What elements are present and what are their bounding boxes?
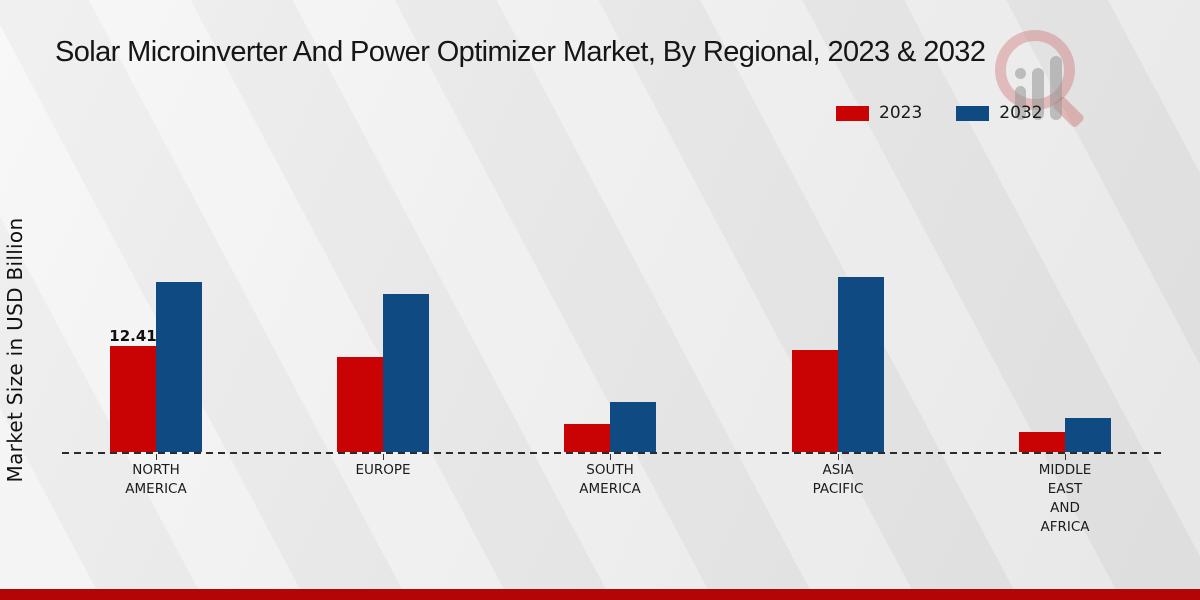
watermark-bar-icon	[1015, 86, 1026, 120]
bar-2032-middle-east-and-africa	[1065, 418, 1111, 452]
watermark-logo	[985, 26, 1105, 131]
bar-2032-europe	[383, 294, 429, 452]
x-axis-tick	[383, 454, 384, 460]
footer-strip	[0, 589, 1200, 600]
bar-2032-north-america	[156, 282, 202, 452]
watermark-bar-icon	[1032, 68, 1044, 120]
bar-2032-asia-pacific	[838, 277, 884, 452]
x-axis-tick	[610, 454, 611, 460]
category-label-europe: EUROPE	[355, 462, 411, 478]
bar-value-label: 12.41	[109, 327, 157, 345]
category-label-north-america: NORTH AMERICA	[125, 462, 187, 497]
bar-2032-south-america	[610, 402, 656, 452]
x-axis-tick	[838, 454, 839, 460]
category-label-middle-east-and-africa: MIDDLE EAST AND AFRICA	[1038, 462, 1092, 535]
y-axis-label: Market Size in USD Billion	[3, 217, 27, 483]
legend-label-2032: 2032	[999, 103, 1043, 123]
x-axis-tick	[1065, 454, 1066, 460]
category-label-south-america: SOUTH AMERICA	[579, 462, 641, 497]
watermark-dot-icon	[1015, 68, 1026, 79]
chart-title: Solar Microinverter And Power Optimizer …	[55, 36, 986, 68]
bar-2023-asia-pacific	[792, 350, 838, 452]
bar-2023-europe	[337, 357, 383, 452]
legend-swatch-2023	[836, 105, 869, 121]
bar-2023-north-america	[110, 346, 156, 452]
legend: 2023 2032	[836, 103, 1043, 123]
legend-item-2023: 2023	[836, 103, 922, 123]
watermark-bar-icon	[1050, 56, 1062, 120]
bar-2023-middle-east-and-africa	[1019, 432, 1065, 452]
bar-2023-south-america	[564, 424, 610, 452]
x-axis-tick	[156, 454, 157, 460]
category-label-asia-pacific: ASIA PACIFIC	[812, 462, 864, 497]
legend-swatch-2032	[956, 105, 990, 121]
legend-item-2032: 2032	[956, 103, 1043, 123]
legend-label-2023: 2023	[879, 103, 923, 123]
x-axis-baseline	[62, 452, 1163, 454]
